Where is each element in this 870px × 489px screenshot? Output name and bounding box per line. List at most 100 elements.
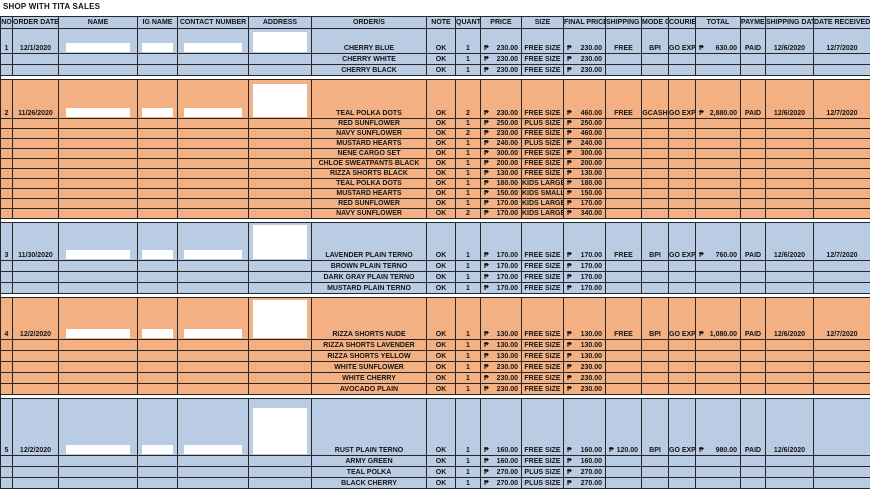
cell-empty[interactable]	[766, 139, 814, 149]
cell-empty[interactable]	[1, 340, 13, 351]
cell-empty[interactable]	[814, 54, 870, 65]
col-header-name[interactable]: NAME	[59, 17, 138, 29]
cell-note[interactable]: OK	[427, 384, 456, 395]
cell-empty[interactable]	[249, 54, 312, 65]
cell-empty[interactable]	[606, 199, 642, 209]
cell-price[interactable]: ₱230.00	[481, 373, 522, 384]
cell-empty[interactable]	[741, 362, 766, 373]
cell-customer-name[interactable]	[59, 29, 138, 54]
cell-order-name[interactable]: NENE CARGO SET	[312, 149, 427, 159]
cell-empty[interactable]	[249, 139, 312, 149]
cell-final-price[interactable]: ₱230.00	[564, 384, 606, 395]
cell-note[interactable]: OK	[427, 456, 456, 467]
cell-empty[interactable]	[814, 209, 870, 219]
cell-empty[interactable]	[1, 384, 13, 395]
cell-price[interactable]: ₱200.00	[481, 159, 522, 169]
cell-empty[interactable]	[59, 373, 138, 384]
cell-empty[interactable]	[642, 272, 669, 283]
cell-order-date[interactable]: 11/30/2020	[13, 223, 59, 261]
cell-empty[interactable]	[178, 139, 249, 149]
cell-empty[interactable]	[642, 209, 669, 219]
cell-empty[interactable]	[138, 169, 178, 179]
cell-order-name[interactable]: RIZZA SHORTS YELLOW	[312, 351, 427, 362]
cell-empty[interactable]	[766, 179, 814, 189]
cell-total[interactable]: ₱2,880.00	[696, 80, 741, 119]
cell-empty[interactable]	[138, 478, 178, 489]
cell-empty[interactable]	[606, 340, 642, 351]
cell-empty[interactable]	[178, 362, 249, 373]
cell-empty[interactable]	[696, 65, 741, 76]
cell-note[interactable]: OK	[427, 223, 456, 261]
cell-empty[interactable]	[642, 362, 669, 373]
col-header-qty[interactable]: QUANTITY	[456, 17, 481, 29]
col-header-note[interactable]: NOTE	[427, 17, 456, 29]
cell-empty[interactable]	[178, 179, 249, 189]
cell-size[interactable]: KIDS LARGE	[522, 209, 564, 219]
cell-quantity[interactable]: 1	[456, 362, 481, 373]
cell-total[interactable]: ₱760.00	[696, 223, 741, 261]
cell-empty[interactable]	[669, 179, 696, 189]
cell-empty[interactable]	[606, 261, 642, 272]
cell-empty[interactable]	[696, 272, 741, 283]
cell-quantity[interactable]: 1	[456, 467, 481, 478]
cell-empty[interactable]	[178, 478, 249, 489]
cell-no[interactable]: 3	[1, 223, 13, 261]
cell-empty[interactable]	[178, 373, 249, 384]
cell-empty[interactable]	[741, 373, 766, 384]
cell-quantity[interactable]: 1	[456, 65, 481, 76]
cell-total[interactable]: ₱1,080.00	[696, 298, 741, 340]
cell-final-price[interactable]: ₱130.00	[564, 351, 606, 362]
cell-empty[interactable]	[766, 384, 814, 395]
cell-empty[interactable]	[696, 209, 741, 219]
cell-empty[interactable]	[669, 119, 696, 129]
cell-price[interactable]: ₱170.00	[481, 209, 522, 219]
col-header-total[interactable]: TOTAL	[696, 17, 741, 29]
cell-empty[interactable]	[741, 179, 766, 189]
cell-empty[interactable]	[669, 159, 696, 169]
cell-quantity[interactable]: 1	[456, 283, 481, 294]
cell-empty[interactable]	[138, 119, 178, 129]
cell-quantity[interactable]: 1	[456, 169, 481, 179]
col-header-size[interactable]: SIZE	[522, 17, 564, 29]
cell-empty[interactable]	[669, 272, 696, 283]
cell-size[interactable]: KIDS SMALL	[522, 189, 564, 199]
col-header-shipping_date[interactable]: SHIPPING DATE	[766, 17, 814, 29]
cell-empty[interactable]	[1, 119, 13, 129]
cell-empty[interactable]	[249, 272, 312, 283]
cell-empty[interactable]	[606, 149, 642, 159]
cell-order-name[interactable]: RUST PLAIN TERNO	[312, 399, 427, 456]
cell-empty[interactable]	[766, 119, 814, 129]
cell-empty[interactable]	[814, 261, 870, 272]
cell-empty[interactable]	[642, 351, 669, 362]
cell-empty[interactable]	[669, 373, 696, 384]
cell-empty[interactable]	[741, 149, 766, 159]
cell-empty[interactable]	[814, 119, 870, 129]
cell-empty[interactable]	[669, 261, 696, 272]
cell-note[interactable]: OK	[427, 399, 456, 456]
cell-order-name[interactable]: AVOCADO PLAIN	[312, 384, 427, 395]
cell-quantity[interactable]: 1	[456, 399, 481, 456]
cell-order-name[interactable]: ARMY GREEN	[312, 456, 427, 467]
cell-empty[interactable]	[249, 119, 312, 129]
cell-shipping-fee[interactable]: FREE	[606, 29, 642, 54]
cell-price[interactable]: ₱160.00	[481, 456, 522, 467]
cell-order-name[interactable]: WHITE CHERRY	[312, 373, 427, 384]
cell-empty[interactable]	[138, 65, 178, 76]
cell-quantity[interactable]: 1	[456, 384, 481, 395]
cell-size[interactable]: FREE SIZE	[522, 456, 564, 467]
cell-final-price[interactable]: ₱150.00	[564, 189, 606, 199]
cell-empty[interactable]	[766, 149, 814, 159]
cell-no[interactable]: 5	[1, 399, 13, 456]
cell-empty[interactable]	[766, 209, 814, 219]
cell-courier[interactable]: GO EXPRESS	[669, 80, 696, 119]
cell-empty[interactable]	[138, 54, 178, 65]
cell-empty[interactable]	[642, 149, 669, 159]
cell-empty[interactable]	[642, 478, 669, 489]
cell-quantity[interactable]: 1	[456, 29, 481, 54]
cell-empty[interactable]	[138, 189, 178, 199]
cell-empty[interactable]	[13, 65, 59, 76]
cell-order-date[interactable]: 12/2/2020	[13, 298, 59, 340]
cell-price[interactable]: ₱130.00	[481, 340, 522, 351]
cell-empty[interactable]	[669, 169, 696, 179]
col-header-payment_status[interactable]: PAYMENT STATUS	[741, 17, 766, 29]
